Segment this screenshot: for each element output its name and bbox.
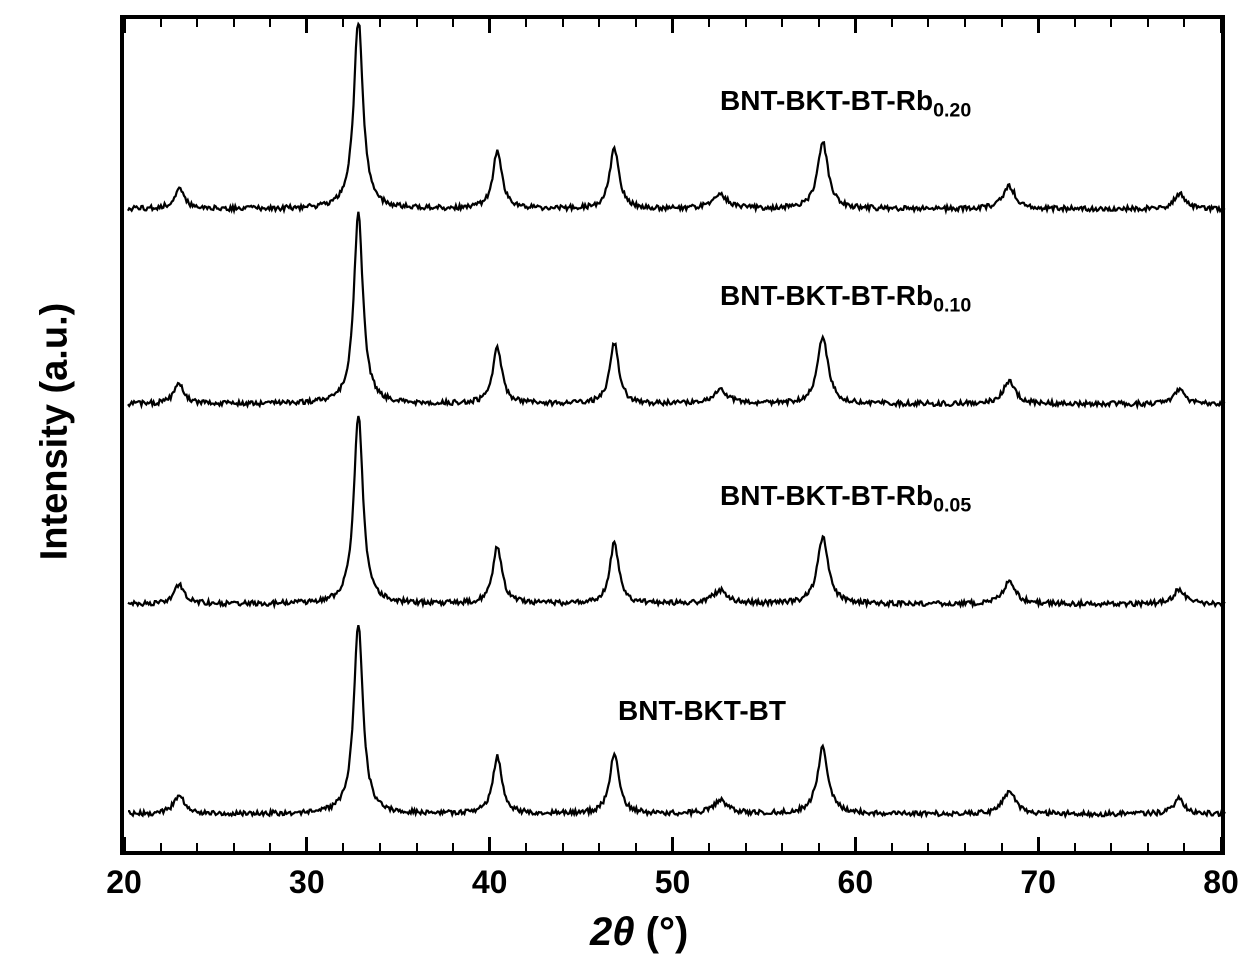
series-label-main: BNT-BKT-BT-Rb <box>720 85 933 116</box>
x-tick-major-top <box>1220 19 1223 33</box>
x-tick-major <box>671 837 674 851</box>
xrd-trace-bnt-bkt-bt-rb020 <box>128 24 1225 211</box>
series-label-main: BNT-BKT-BT-Rb <box>720 480 933 511</box>
xrd-trace-bnt-bkt-bt-rb010 <box>128 212 1225 406</box>
x-tick-minor <box>818 843 820 851</box>
x-tick-minor-top <box>233 19 235 27</box>
x-tick-major-top <box>1037 19 1040 33</box>
x-tick-minor <box>342 843 344 851</box>
x-tick-major-top <box>305 19 308 33</box>
x-tick-major <box>1220 837 1223 851</box>
x-tick-minor-top <box>1183 19 1185 27</box>
x-tick-minor <box>635 843 637 851</box>
x-tick-minor <box>1110 843 1112 851</box>
x-axis-label: 2θ (°) <box>590 910 688 955</box>
x-tick-minor-top <box>269 19 271 27</box>
x-tick-minor <box>964 843 966 851</box>
x-tick-minor-top <box>562 19 564 27</box>
series-label-bnt-bkt-bt: BNT-BKT-BT <box>618 695 786 727</box>
x-tick-minor <box>1183 843 1185 851</box>
xlabel-unit: (°) <box>635 910 689 954</box>
x-tick-major <box>123 837 126 851</box>
x-tick-minor-top <box>196 19 198 27</box>
x-tick-major <box>854 837 857 851</box>
x-tick-minor-top <box>818 19 820 27</box>
x-tick-major <box>305 837 308 851</box>
x-tick-minor <box>598 843 600 851</box>
x-tick-minor <box>233 843 235 851</box>
x-tick-minor-top <box>745 19 747 27</box>
series-label-main: BNT-BKT-BT <box>618 695 786 726</box>
x-tick-minor <box>1147 843 1149 851</box>
x-tick-minor-top <box>342 19 344 27</box>
xlabel-prefix: 2 <box>590 910 612 954</box>
x-tick-minor <box>525 843 527 851</box>
x-tick-minor <box>562 843 564 851</box>
x-tick-major-top <box>854 19 857 33</box>
x-tick-minor-top <box>891 19 893 27</box>
x-tick-minor-top <box>416 19 418 27</box>
x-tick-minor <box>416 843 418 851</box>
x-tick-minor-top <box>708 19 710 27</box>
x-tick-minor <box>781 843 783 851</box>
x-tick-minor-top <box>525 19 527 27</box>
x-tick-minor-top <box>598 19 600 27</box>
x-tick-major-top <box>488 19 491 33</box>
x-tick-minor <box>891 843 893 851</box>
xlabel-theta: θ <box>612 910 634 954</box>
x-tick-minor <box>1001 843 1003 851</box>
x-tick-minor <box>452 843 454 851</box>
x-tick-major <box>1037 837 1040 851</box>
x-tick-label: 80 <box>1203 864 1239 901</box>
series-label-main: BNT-BKT-BT-Rb <box>720 280 933 311</box>
x-tick-minor-top <box>1147 19 1149 27</box>
x-tick-label: 70 <box>1020 864 1056 901</box>
x-tick-minor-top <box>1110 19 1112 27</box>
xrd-trace-bnt-bkt-bt-rb005 <box>128 416 1225 606</box>
series-label-bnt-bkt-bt-rb010: BNT-BKT-BT-Rb0.10 <box>720 280 971 318</box>
x-tick-minor <box>708 843 710 851</box>
series-label-sub: 0.20 <box>933 100 971 122</box>
y-axis-label: Intensity (a.u.) <box>34 282 77 582</box>
x-tick-minor <box>196 843 198 851</box>
x-tick-minor-top <box>1074 19 1076 27</box>
x-tick-minor-top <box>927 19 929 27</box>
x-tick-label: 20 <box>106 864 142 901</box>
x-tick-minor <box>927 843 929 851</box>
x-tick-minor <box>1074 843 1076 851</box>
x-tick-major-top <box>671 19 674 33</box>
series-label-bnt-bkt-bt-rb020: BNT-BKT-BT-Rb0.20 <box>720 85 971 123</box>
x-tick-major <box>488 837 491 851</box>
xrd-traces-svg <box>128 23 1225 855</box>
x-tick-minor <box>379 843 381 851</box>
xrd-figure: Intensity (a.u.) 2θ (°) 20 30 40 50 60 70 80 B… <box>0 0 1240 961</box>
series-label-sub: 0.10 <box>933 295 971 317</box>
x-tick-label: 40 <box>472 864 508 901</box>
x-tick-minor <box>160 843 162 851</box>
x-tick-minor-top <box>635 19 637 27</box>
x-tick-major-top <box>123 19 126 33</box>
x-tick-minor-top <box>379 19 381 27</box>
x-tick-label: 60 <box>838 864 874 901</box>
x-tick-minor-top <box>452 19 454 27</box>
x-tick-label: 30 <box>289 864 325 901</box>
x-tick-minor-top <box>160 19 162 27</box>
x-tick-minor-top <box>1001 19 1003 27</box>
x-tick-minor-top <box>964 19 966 27</box>
x-tick-minor <box>745 843 747 851</box>
plot-area <box>120 15 1225 855</box>
x-tick-label: 50 <box>655 864 691 901</box>
series-label-sub: 0.05 <box>933 495 971 517</box>
x-tick-minor <box>269 843 271 851</box>
series-label-bnt-bkt-bt-rb005: BNT-BKT-BT-Rb0.05 <box>720 480 971 518</box>
x-tick-minor-top <box>781 19 783 27</box>
